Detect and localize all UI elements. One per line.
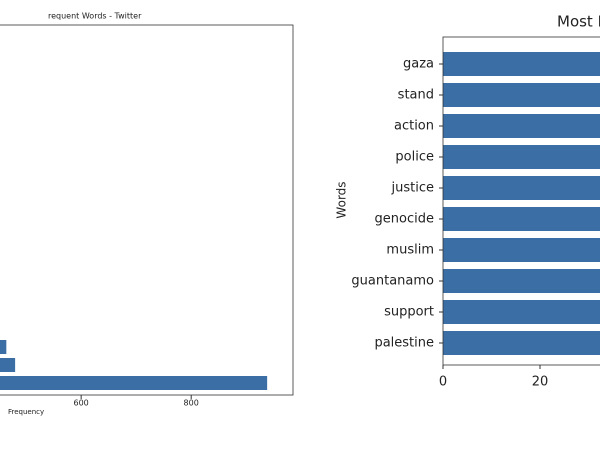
y-axis-label: Words (335, 181, 349, 218)
bar (443, 331, 600, 355)
bar (443, 300, 600, 324)
plot-frame (442, 36, 600, 366)
bar (443, 176, 600, 200)
y-tick-label: stand (398, 88, 434, 103)
y-tick-label: palestine (374, 336, 434, 351)
y-tick-label: support (384, 305, 434, 320)
chart-title: Most I (557, 13, 600, 31)
x-axis-label: Frequency (8, 408, 44, 416)
bar (0, 340, 7, 354)
bar (443, 114, 600, 138)
plot-frame (0, 24, 294, 396)
bar (443, 238, 600, 262)
y-tick-label: justice (391, 181, 434, 196)
x-tick-label: 800 (184, 399, 199, 408)
y-tick-label: police (395, 150, 434, 165)
bar (0, 376, 268, 390)
x-tick-label: 600 (74, 399, 89, 408)
y-tick-label: guantanamo (351, 274, 434, 289)
y-tick-label: genocide (375, 212, 434, 227)
y-tick-label: action (394, 119, 434, 134)
x-tick-label: 20 (532, 375, 549, 390)
bar (443, 83, 600, 107)
y-tick-label: muslim (386, 243, 434, 258)
x-tick-label: 0 (439, 375, 447, 390)
bar (443, 145, 600, 169)
bar (443, 207, 600, 231)
y-tick-label: gaza (403, 57, 434, 72)
bar (443, 52, 600, 76)
bar (0, 358, 16, 372)
chart-title: requent Words - Twitter (48, 12, 142, 21)
bar (443, 269, 600, 293)
